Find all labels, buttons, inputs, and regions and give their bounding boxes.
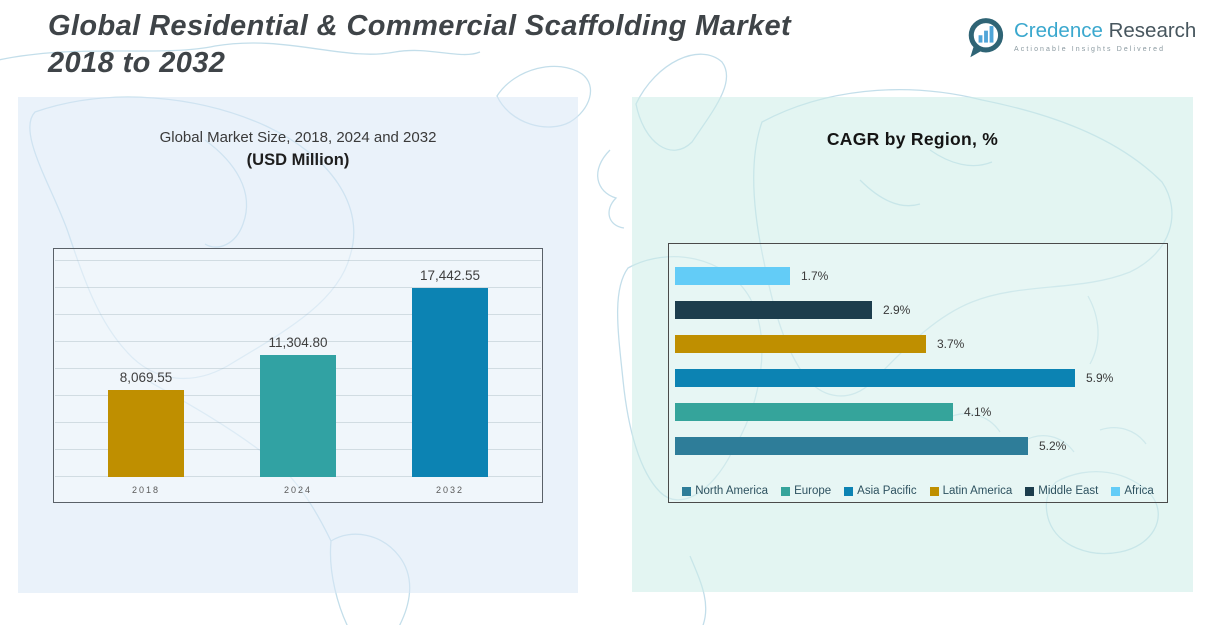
bar-column-2032: 17,442.55 2032	[374, 249, 526, 502]
bar-category-label: 2018	[131, 484, 161, 495]
legend-swatch	[682, 486, 692, 496]
cagr-bar-middle-east	[675, 301, 872, 319]
cagr-value-label: 3.7%	[937, 337, 965, 351]
cagr-bar-asia-pacific	[675, 369, 1075, 387]
market-size-chart-title: Global Market Size, 2018, 2024 and 2032	[159, 129, 437, 146]
cagr-bar-latin-america	[675, 335, 926, 353]
cagr-bar-europe	[675, 403, 953, 421]
legend-item-north-america: North America	[682, 485, 768, 497]
bar-2018	[108, 390, 184, 477]
cagr-value-label: 4.1%	[964, 405, 992, 419]
market-size-chart-subtitle: (USD Million)	[246, 151, 350, 169]
cagr-row-north-america: 5.2%	[675, 429, 1161, 463]
page-title-line2: 2018 to 2032	[48, 47, 226, 80]
cagr-value-label: 5.2%	[1039, 439, 1067, 453]
legend-swatch	[1025, 486, 1035, 496]
legend-swatch	[1111, 486, 1121, 496]
cagr-row-latin-america: 3.7%	[675, 327, 1161, 361]
legend-swatch	[781, 486, 791, 496]
gridline	[55, 260, 541, 261]
cagr-row-europe: 4.1%	[675, 395, 1161, 429]
cagr-bars: 1.7% 2.9% 3.7% 5.9% 4.1% 5.2%	[675, 259, 1161, 463]
gridline	[55, 287, 541, 288]
cagr-row-middle-east: 2.9%	[675, 293, 1161, 327]
legend-label: Europe	[794, 485, 832, 497]
legend-label: North America	[695, 485, 769, 497]
legend-item-europe: Europe	[781, 485, 831, 497]
logo-brand-second: Research	[1108, 19, 1197, 42]
logo-brand: Credence Research	[1014, 19, 1197, 43]
bar-category-label: 2024	[283, 484, 313, 495]
legend-label: Asia Pacific	[857, 485, 917, 497]
cagr-chart: 1.7% 2.9% 3.7% 5.9% 4.1% 5.2% North America Eu…	[668, 243, 1168, 503]
market-size-bars: 8,069.55 2018 11,304.80 2024 17,442.55 2032	[54, 249, 542, 502]
legend-label: Africa	[1124, 485, 1154, 497]
page-title: Global Residential & Commercial Scaffold…	[48, 8, 791, 82]
legend-item-asia-pacific: Asia Pacific	[844, 485, 917, 497]
cagr-legend: North America Europe Asia Pacific Latin Ame…	[669, 485, 1167, 497]
cagr-chart-title: CAGR by Region, %	[826, 129, 999, 149]
gridline	[55, 341, 541, 342]
bar-2032	[412, 288, 488, 477]
legend-label: Latin America	[942, 485, 1013, 497]
legend-item-latin-america: Latin America	[929, 485, 1013, 497]
gridline	[55, 314, 541, 315]
bar-value-label: 17,442.55	[419, 268, 481, 283]
logo-brand-first: Credence	[1014, 19, 1103, 42]
bar-column-2024: 11,304.80 2024	[222, 249, 374, 502]
bar-category-label: 2032	[435, 484, 465, 495]
market-size-panel: Global Market Size, 2018, 2024 and 2032 …	[18, 97, 578, 593]
bar-2024	[260, 355, 336, 477]
legend-swatch	[929, 486, 939, 496]
cagr-row-asia-pacific: 5.9%	[675, 361, 1161, 395]
bar-value-label: 8,069.55	[119, 370, 173, 385]
page-title-line1: Global Residential & Commercial Scaffold…	[48, 10, 792, 42]
cagr-value-label: 5.9%	[1086, 371, 1114, 385]
bar-chart-speech-bubble-icon	[968, 18, 1004, 58]
logo-tagline: Actionable Insights Delivered	[1014, 45, 1166, 53]
cagr-value-label: 1.7%	[801, 269, 829, 283]
logo-text: Credence Research Actionable Insights De…	[1014, 16, 1197, 53]
legend-item-middle-east: Middle East	[1025, 485, 1098, 497]
bar-column-2018: 8,069.55 2018	[70, 249, 222, 502]
bar-value-label: 11,304.80	[268, 335, 328, 350]
cagr-value-label: 2.9%	[883, 303, 911, 317]
legend-label: Middle East	[1038, 485, 1099, 497]
legend-item-africa: Africa	[1111, 485, 1154, 497]
credence-research-logo: Credence Research Actionable Insights De…	[963, 16, 1196, 60]
cagr-panel: CAGR by Region, % 1.7% 2.9% 3.7% 5.9% 4.1% 5.…	[632, 97, 1193, 592]
legend-swatch	[844, 486, 854, 496]
market-size-chart: 8,069.55 2018 11,304.80 2024 17,442.55 2032	[53, 248, 543, 503]
cagr-row-africa: 1.7%	[675, 259, 1161, 293]
cagr-bar-africa	[675, 267, 790, 285]
cagr-bar-north-america	[675, 437, 1028, 455]
